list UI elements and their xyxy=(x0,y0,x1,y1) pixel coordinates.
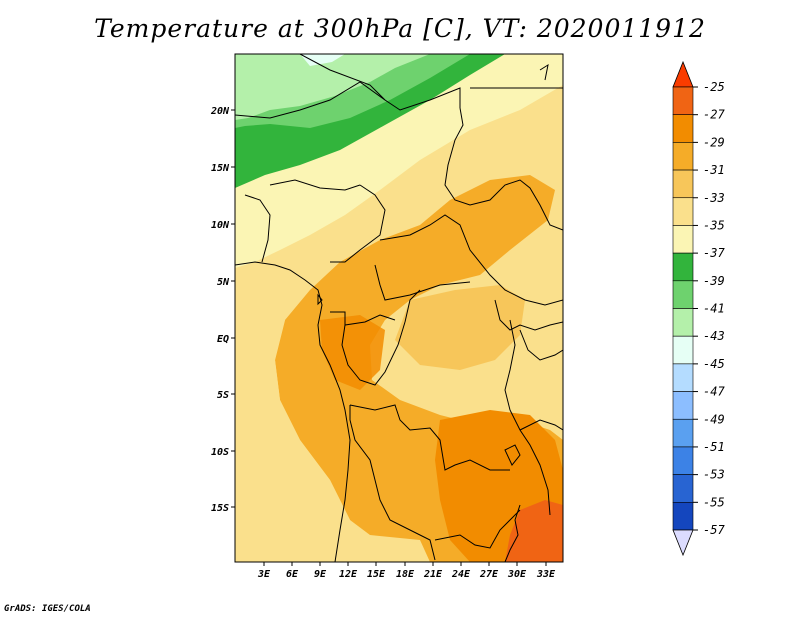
map-frame xyxy=(234,53,564,563)
lat-label: EQ xyxy=(217,334,229,345)
field-cyan-43 xyxy=(300,54,345,66)
colorbar-segment xyxy=(672,169,694,199)
colorbar-segment xyxy=(672,335,694,365)
colorbar-label: -55 xyxy=(703,495,725,509)
colorbar-label: -25 xyxy=(703,80,725,94)
lat-label: 5S xyxy=(217,390,229,401)
lon-labels: 3E 6E 9E 12E 15E 18E 21E 24E 27E 30E 33E xyxy=(257,569,556,580)
colorbar-label: -35 xyxy=(703,218,725,232)
temperature-field xyxy=(235,54,563,562)
colorbar-label: -53 xyxy=(703,468,725,482)
colorbar-segment xyxy=(672,252,694,282)
field-lighter-patch xyxy=(395,285,525,370)
country-borders xyxy=(235,54,563,562)
colorbar-segment xyxy=(672,418,694,448)
lat-label: 10S xyxy=(211,447,229,458)
colorbar-label: -57 xyxy=(703,523,725,537)
field-red-25 xyxy=(505,500,563,562)
colorbar-label: -37 xyxy=(703,246,725,260)
colorbar-segment xyxy=(672,280,694,309)
lon-label: 3E xyxy=(257,569,271,580)
colorbar-label: -47 xyxy=(703,385,725,399)
lat-label: 15N xyxy=(211,163,230,174)
colorbar-segment xyxy=(672,391,694,420)
lon-label: 12E xyxy=(339,569,358,580)
lon-label: 33E xyxy=(536,569,556,580)
colorbar-segment xyxy=(672,197,694,226)
lon-label: 9E xyxy=(314,569,327,580)
lat-label: 15S xyxy=(211,503,229,514)
colorbar-label: -51 xyxy=(703,440,725,454)
colorbar-top-cap xyxy=(672,60,694,88)
colorbar-segment xyxy=(672,86,694,115)
lon-label: 21E xyxy=(423,569,443,580)
lat-label: 20N xyxy=(210,106,230,117)
lon-label: 6E xyxy=(286,569,299,580)
lat-labels: 20N 15N 10N 5N EQ 5S 10S 15S xyxy=(210,106,230,514)
lat-label: 10N xyxy=(211,220,230,231)
colorbar-label: -41 xyxy=(703,302,725,316)
colorbar-label: -31 xyxy=(703,163,725,177)
lon-ticks xyxy=(263,562,547,566)
colorbar-segment xyxy=(672,502,694,531)
lon-label: 24E xyxy=(451,569,471,580)
colorbar-label: -33 xyxy=(703,191,725,205)
colorbar-label: -49 xyxy=(703,412,725,426)
colorbar-label: -29 xyxy=(703,135,725,149)
field-west-coast xyxy=(235,268,370,562)
colorbar-bottom-cap xyxy=(672,529,694,557)
lon-label: 15E xyxy=(367,569,386,580)
lon-label: 27E xyxy=(479,569,499,580)
colorbar-label: -27 xyxy=(703,108,725,122)
field-orange-27-west xyxy=(320,315,385,390)
lon-label: 18E xyxy=(396,569,415,580)
colorbar-segment xyxy=(672,308,694,337)
colorbar-label: -45 xyxy=(703,357,725,371)
colorbar-segment xyxy=(672,114,694,143)
colorbar: -25 -27 -29 -31 -33 -35 -37 -39 -41 -43 -45 -47 -49 -… xyxy=(672,60,725,557)
colorbar-segment xyxy=(672,363,694,392)
footer-credit: GrADS: IGES/COLA xyxy=(4,604,91,614)
colorbar-segment xyxy=(672,225,694,254)
colorbar-label: -39 xyxy=(703,274,725,288)
colorbar-segment xyxy=(672,474,694,503)
colorbar-segment xyxy=(672,446,694,475)
lat-label: 5N xyxy=(217,277,230,288)
field-green-41 xyxy=(235,54,430,120)
lon-label: 30E xyxy=(507,569,527,580)
chart-title: Temperature at 300hPa [C], VT: 202001191… xyxy=(94,14,706,43)
lat-ticks xyxy=(231,109,235,508)
colorbar-label: -43 xyxy=(703,329,725,343)
colorbar-segment xyxy=(672,142,694,171)
